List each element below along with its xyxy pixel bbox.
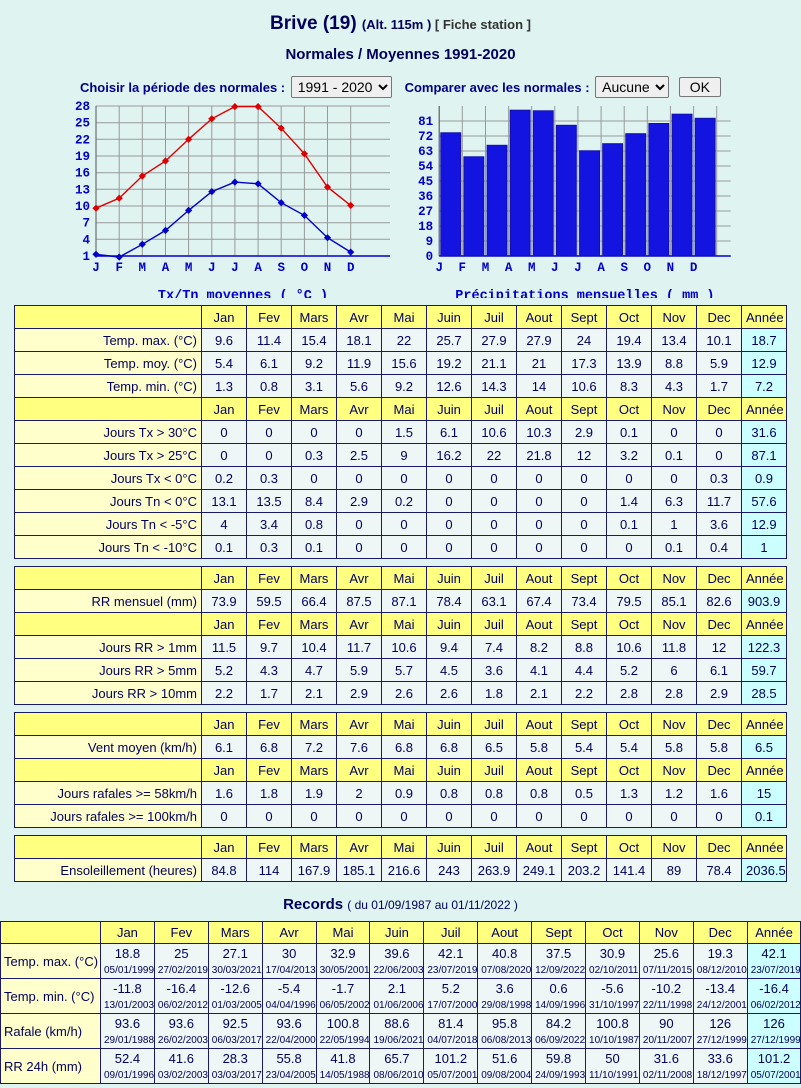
svg-text:D: D (690, 261, 698, 275)
svg-text:16: 16 (75, 167, 90, 181)
svg-text:A: A (597, 261, 605, 275)
svg-text:18: 18 (418, 220, 433, 234)
svg-text:9: 9 (426, 235, 434, 249)
svg-text:63: 63 (418, 145, 433, 159)
svg-text:22: 22 (75, 133, 90, 147)
svg-text:28: 28 (75, 100, 90, 114)
svg-text:F: F (115, 261, 123, 275)
svg-text:S: S (620, 261, 628, 275)
svg-text:27: 27 (418, 205, 433, 219)
svg-text:36: 36 (418, 190, 433, 204)
svg-text:M: M (139, 261, 147, 275)
svg-text:N: N (324, 261, 332, 275)
svg-text:J: J (208, 261, 216, 275)
svg-text:25: 25 (75, 117, 90, 131)
svg-text:4: 4 (82, 233, 90, 247)
svg-text:0: 0 (426, 250, 434, 264)
svg-text:45: 45 (418, 175, 433, 189)
svg-text:A: A (254, 261, 262, 275)
svg-text:F: F (459, 261, 467, 275)
svg-text:Tx/Tn moyennes ( °C ): Tx/Tn moyennes ( °C ) (158, 289, 328, 298)
svg-text:10: 10 (75, 200, 90, 214)
svg-text:13: 13 (75, 183, 90, 197)
svg-text:M: M (528, 261, 536, 275)
svg-text:1: 1 (82, 250, 90, 264)
svg-text:S: S (277, 261, 285, 275)
svg-text:7: 7 (82, 217, 90, 231)
svg-text:M: M (482, 261, 490, 275)
svg-text:J: J (92, 261, 100, 275)
svg-text:A: A (162, 261, 170, 275)
svg-text:19: 19 (75, 150, 90, 164)
svg-text:O: O (301, 261, 309, 275)
svg-text:D: D (347, 261, 355, 275)
svg-text:54: 54 (418, 160, 434, 174)
svg-text:M: M (185, 261, 193, 275)
svg-text:81: 81 (418, 115, 433, 129)
svg-text:Précipitations mensuelles ( mm: Précipitations mensuelles ( mm ) (455, 289, 714, 298)
svg-text:72: 72 (418, 130, 433, 144)
svg-text:J: J (551, 261, 559, 275)
svg-text:A: A (505, 261, 513, 275)
svg-text:J: J (574, 261, 582, 275)
svg-text:J: J (435, 261, 443, 275)
svg-text:N: N (667, 261, 675, 275)
svg-text:J: J (231, 261, 239, 275)
svg-text:O: O (644, 261, 652, 275)
